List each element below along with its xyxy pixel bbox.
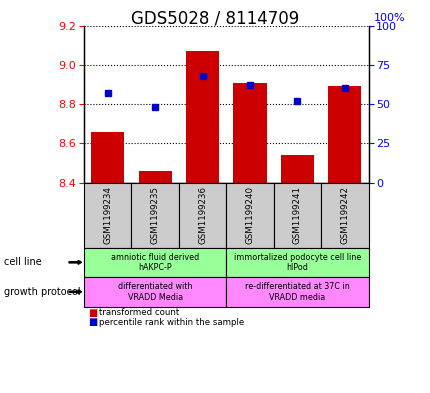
Bar bbox=[185, 51, 218, 183]
Text: ■: ■ bbox=[88, 317, 97, 327]
Text: immortalized podocyte cell line
hIPod: immortalized podocyte cell line hIPod bbox=[233, 253, 360, 272]
Text: differentiated with
VRADD Media: differentiated with VRADD Media bbox=[118, 282, 192, 301]
Text: cell line: cell line bbox=[4, 257, 42, 267]
Text: growth protocol: growth protocol bbox=[4, 287, 81, 297]
Text: GSM1199235: GSM1199235 bbox=[150, 186, 159, 244]
Text: ■: ■ bbox=[88, 308, 97, 318]
Bar bbox=[280, 155, 313, 183]
Bar bbox=[138, 171, 171, 183]
Bar bbox=[327, 86, 360, 183]
Bar bbox=[233, 83, 266, 183]
Text: GDS5028 / 8114709: GDS5028 / 8114709 bbox=[131, 10, 299, 28]
Text: GSM1199236: GSM1199236 bbox=[198, 186, 206, 244]
Text: transformed count: transformed count bbox=[99, 308, 179, 317]
Text: 100%: 100% bbox=[373, 13, 405, 23]
Text: GSM1199234: GSM1199234 bbox=[103, 186, 112, 244]
Text: percentile rank within the sample: percentile rank within the sample bbox=[99, 318, 244, 327]
Text: re-differentiated at 37C in
VRADD media: re-differentiated at 37C in VRADD media bbox=[244, 282, 349, 301]
Text: GSM1199241: GSM1199241 bbox=[292, 186, 301, 244]
Bar bbox=[91, 132, 124, 183]
Text: GSM1199242: GSM1199242 bbox=[340, 186, 348, 244]
Text: amniotic fluid derived
hAKPC-P: amniotic fluid derived hAKPC-P bbox=[111, 253, 199, 272]
Text: GSM1199240: GSM1199240 bbox=[245, 186, 254, 244]
